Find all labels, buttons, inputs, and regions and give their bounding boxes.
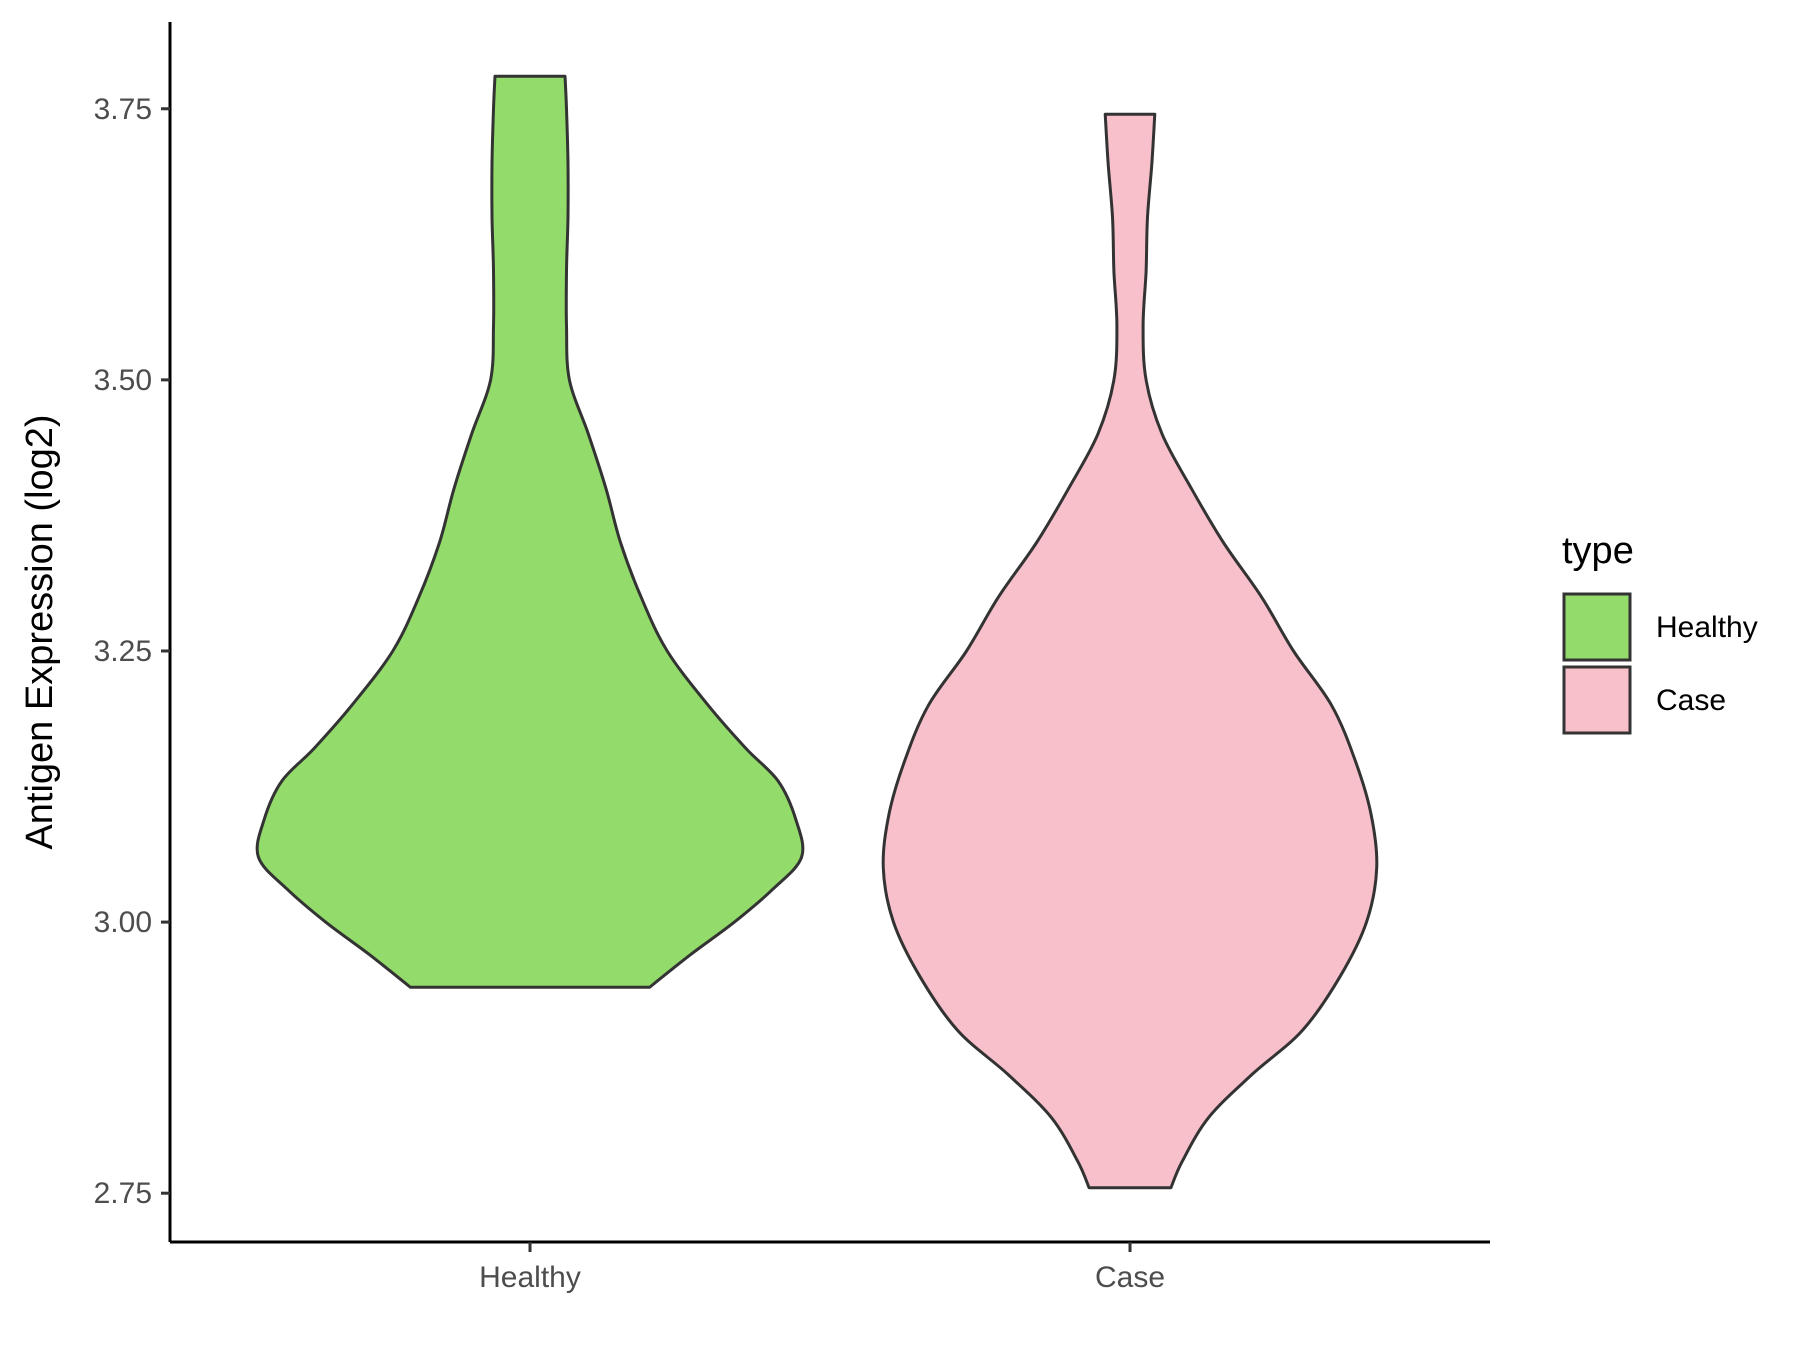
violin-healthy (255, 74, 805, 989)
x-tick-label: Healthy (479, 1261, 581, 1294)
violin-case (881, 112, 1379, 1190)
y-tick-label: 3.50 (94, 364, 152, 397)
legend-label-healthy: Healthy (1656, 611, 1758, 644)
y-tick-label: 2.75 (94, 1177, 152, 1210)
y-ticks: 2.75 3.00 3.25 3.50 3.75 (94, 93, 170, 1210)
y-tick-label: 3.25 (94, 635, 152, 668)
legend-swatch-case (1562, 665, 1632, 735)
y-axis-title: Antigen Expression (log2) (19, 414, 61, 849)
y-tick-label: 3.00 (94, 906, 152, 939)
legend: type Healthy Case (1562, 530, 1758, 735)
violins-layer (255, 74, 1379, 1190)
legend-items: Healthy Case (1562, 592, 1758, 735)
legend-title: type (1562, 530, 1634, 572)
y-tick-label: 3.75 (94, 93, 152, 126)
x-ticks: Healthy Case (479, 1242, 1165, 1294)
x-tick-label: Case (1095, 1261, 1165, 1294)
legend-swatch-healthy (1562, 592, 1632, 662)
legend-label-case: Case (1656, 684, 1726, 717)
